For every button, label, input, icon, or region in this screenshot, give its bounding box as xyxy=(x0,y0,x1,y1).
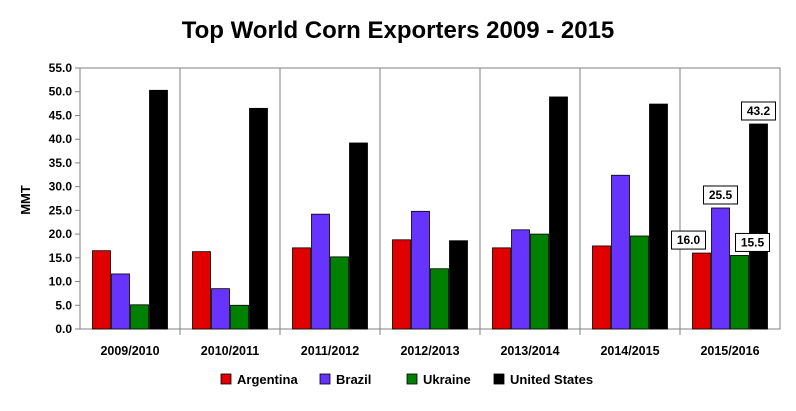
x-category-label: 2012/2013 xyxy=(400,344,459,358)
bar-argentina xyxy=(592,245,611,330)
y-tick-label: 0.0 xyxy=(55,322,72,336)
legend-item: Argentina xyxy=(220,372,298,387)
legend-swatch xyxy=(319,373,331,385)
bar-brazil xyxy=(611,174,630,330)
bar-united-states xyxy=(549,96,568,330)
x-category-label: 2011/2012 xyxy=(301,344,359,358)
bar-ukraine xyxy=(630,235,649,330)
y-tick-label: 30.0 xyxy=(49,180,73,194)
bar-brazil xyxy=(411,210,430,330)
legend-swatch xyxy=(220,373,232,385)
legend-swatch xyxy=(493,373,505,385)
bar-ukraine xyxy=(530,233,549,330)
y-tick-label: 15.0 xyxy=(49,251,73,265)
bar-brazil xyxy=(311,213,330,330)
data-label-text: 15.5 xyxy=(741,235,765,249)
plot-border xyxy=(79,67,781,330)
data-label: 16.0 xyxy=(671,230,706,250)
bar-united-states xyxy=(149,89,168,330)
data-label-box xyxy=(735,232,770,252)
bar-brazil xyxy=(111,273,130,330)
legend-label: Argentina xyxy=(237,372,298,387)
data-label-box xyxy=(703,185,738,205)
y-tick-label: 10.0 xyxy=(49,275,73,289)
legend-label: Ukraine xyxy=(423,372,471,387)
bar-argentina xyxy=(492,247,511,330)
legend-item: Ukraine xyxy=(406,372,471,387)
y-tick-label: 20.0 xyxy=(49,227,73,241)
bar-argentina xyxy=(192,251,211,330)
bar-united-states xyxy=(349,142,368,330)
bar-ukraine xyxy=(130,304,149,330)
y-tick-label: 5.0 xyxy=(55,298,72,312)
x-category-label: 2009/2010 xyxy=(100,344,159,358)
legend-item: Brazil xyxy=(319,372,371,387)
x-category-label: 2015/2016 xyxy=(700,344,759,358)
x-category-label: 2013/2014 xyxy=(500,344,559,358)
data-label: 15.5 xyxy=(735,232,770,252)
bar-ukraine xyxy=(230,304,249,330)
legend-label: United States xyxy=(510,372,593,387)
data-label: 43.2 xyxy=(741,101,776,121)
bar-united-states xyxy=(749,123,768,330)
y-axis-title: MMT xyxy=(18,185,33,215)
data-label-box xyxy=(741,101,776,121)
bar-brazil xyxy=(711,207,730,330)
bar-argentina xyxy=(92,250,111,330)
data-label-text: 43.2 xyxy=(747,104,771,118)
chart-title: Top World Corn Exporters 2009 - 2015 xyxy=(182,17,615,44)
bar-ukraine xyxy=(330,256,349,330)
y-tick-label: 55.0 xyxy=(49,61,73,75)
y-tick-label: 35.0 xyxy=(49,156,73,170)
data-label-text: 16.0 xyxy=(677,233,701,247)
bar-argentina xyxy=(392,239,411,330)
bar-united-states xyxy=(449,240,468,330)
x-category-label: 2010/2011 xyxy=(201,344,259,358)
legend-label: Brazil xyxy=(336,372,371,387)
data-label-box xyxy=(671,230,706,250)
bar-brazil xyxy=(211,288,230,330)
legend-item: United States xyxy=(493,372,593,387)
y-tick-label: 40.0 xyxy=(49,132,73,146)
y-tick-label: 50.0 xyxy=(49,85,73,99)
bar-argentina xyxy=(292,247,311,330)
bar-brazil xyxy=(511,229,530,330)
y-tick-label: 45.0 xyxy=(49,108,73,122)
data-label: 25.5 xyxy=(703,185,738,205)
bar-argentina xyxy=(692,252,711,330)
data-label-text: 25.5 xyxy=(709,188,733,202)
plot-area: 0.0 5.0 10.0 15.0 20.0 25.0 30.0 35.0 40.0 45.0 50… xyxy=(49,61,781,358)
y-tick-label: 25.0 xyxy=(49,203,73,217)
x-category-label: 2014/2015 xyxy=(600,344,659,358)
bar-united-states xyxy=(249,107,268,330)
bar-ukraine xyxy=(730,255,749,330)
bar-ukraine xyxy=(430,268,449,330)
legend-swatch xyxy=(406,373,418,385)
bar-united-states xyxy=(649,103,668,330)
legend: Argentina Brazil Ukraine United States xyxy=(220,372,593,387)
